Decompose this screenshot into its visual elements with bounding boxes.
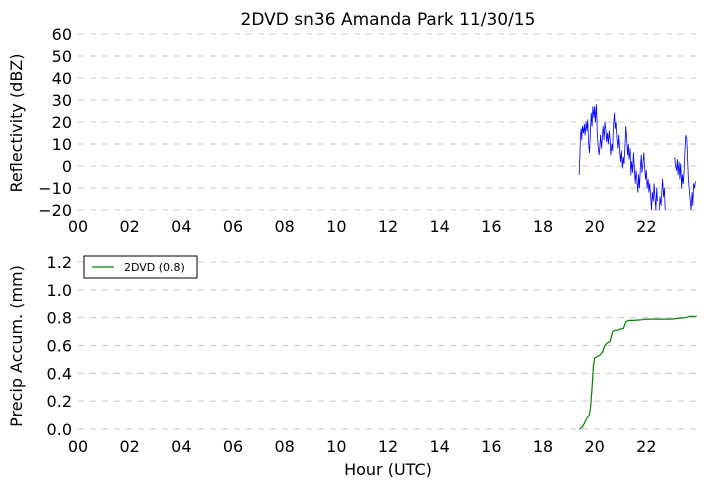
- x-tick-label: 04: [171, 437, 191, 456]
- y-tick-label: −10: [38, 179, 72, 198]
- y-tick-label: 0: [62, 157, 72, 176]
- y-tick-label: 10: [52, 135, 72, 154]
- x-tick-label: 10: [326, 437, 346, 456]
- y-tick-label: 30: [52, 91, 72, 110]
- precip-accum-panel: Precip Accum. (mm) Hour (UTC) 1.2 1.0 0.8 0…: [7, 253, 698, 479]
- precip-series: [578, 315, 697, 430]
- x-tick-label: 12: [378, 437, 398, 456]
- x-tick-label: 00: [68, 217, 88, 236]
- x-tick-label: 20: [584, 217, 604, 236]
- x-tick-label: 12: [378, 217, 398, 236]
- x-tick-label: 18: [533, 217, 553, 236]
- x-tick-label: 06: [223, 437, 243, 456]
- y-tick-label: 1.0: [47, 281, 72, 300]
- x-tick-label: 10: [326, 217, 346, 236]
- gridlines-reflectivity: [78, 33, 698, 211]
- y-tick-label: 0.0: [47, 420, 72, 439]
- legend-label-2dvd: 2DVD (0.8): [124, 261, 185, 274]
- x-tick-label: 16: [481, 217, 501, 236]
- reflectivity-series: [578, 104, 696, 211]
- y-tick-labels-reflectivity: 60 50 40 30 20 10 0 −10 −20: [38, 25, 72, 220]
- reflectivity-series-line-0-2: [674, 134, 696, 211]
- y-axis-label-precip: Precip Accum. (mm): [7, 265, 26, 427]
- x-tick-label: 22: [636, 437, 656, 456]
- x-tick-label: 06: [223, 217, 243, 236]
- precip-series-line-0-0: [578, 315, 697, 430]
- y-tick-labels-precip: 1.2 1.0 0.8 0.6 0.4 0.2 0.0: [47, 253, 72, 439]
- reflectivity-series-line-0-0: [578, 104, 658, 211]
- y-tick-label: 20: [52, 113, 72, 132]
- legend: 2DVD (0.8): [83, 255, 198, 279]
- y-tick-label: −20: [38, 201, 72, 220]
- y-tick-label: 0.8: [47, 309, 72, 328]
- x-tick-label: 02: [119, 217, 139, 236]
- x-axis-label-hour: Hour (UTC): [344, 460, 432, 479]
- legend-box: [83, 255, 198, 279]
- gridlines-precip: [78, 261, 698, 430]
- x-tick-label: 20: [584, 437, 604, 456]
- y-tick-label: 0.4: [47, 364, 72, 383]
- x-tick-labels-reflectivity: 00 02 04 06 08 10 12 14 16 18 20 22: [68, 217, 657, 236]
- x-tick-labels-precip: 00 02 04 06 08 10 12 14 16 18 20 22: [68, 437, 657, 456]
- x-tick-label: 08: [274, 217, 294, 236]
- y-axis-label-reflectivity: Reflectivity (dBZ): [7, 54, 26, 193]
- reflectivity-series-line-0-1: [658, 178, 666, 211]
- chart-title: 2DVD sn36 Amanda Park 11/30/15: [241, 10, 536, 30]
- y-tick-label: 50: [52, 47, 72, 66]
- x-tick-label: 08: [274, 437, 294, 456]
- x-tick-label: 02: [119, 437, 139, 456]
- y-tick-label: 1.2: [47, 253, 72, 272]
- y-tick-label: 60: [52, 25, 72, 44]
- x-tick-label: 14: [429, 437, 449, 456]
- x-tick-label: 22: [636, 217, 656, 236]
- y-tick-label: 40: [52, 69, 72, 88]
- y-tick-label: 0.2: [47, 392, 72, 411]
- x-tick-label: 16: [481, 437, 501, 456]
- x-tick-label: 14: [429, 217, 449, 236]
- x-tick-label: 00: [68, 437, 88, 456]
- reflectivity-panel: 2DVD sn36 Amanda Park 11/30/15 Reflectiv…: [7, 10, 698, 236]
- y-tick-label: 0.6: [47, 337, 72, 356]
- x-tick-label: 04: [171, 217, 191, 236]
- x-tick-label: 18: [533, 437, 553, 456]
